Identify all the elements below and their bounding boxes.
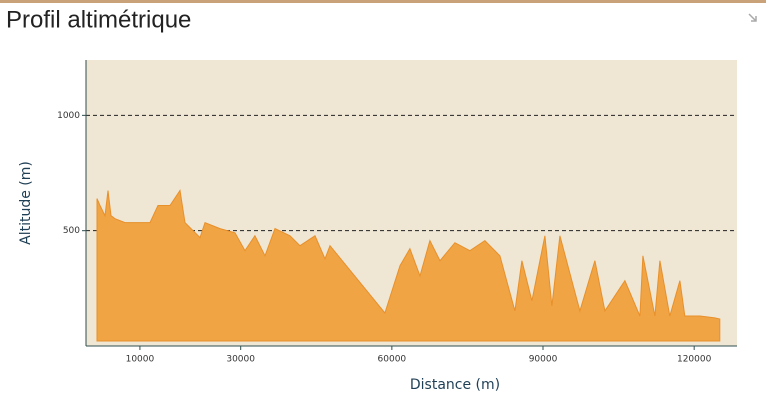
y-tick-label: 500 <box>63 226 80 236</box>
chart-title: Profil altimétrique <box>6 6 191 33</box>
elevation-area <box>96 189 721 342</box>
x-tick-label: 120000 <box>677 355 712 365</box>
y-tick-label: 1000 <box>57 111 80 121</box>
x-tick-label: 30000 <box>226 355 255 365</box>
map-strip <box>0 0 766 3</box>
x-axis-label: Distance (m) <box>410 377 500 393</box>
minimize-icon[interactable] <box>748 13 757 22</box>
x-tick-label: 90000 <box>529 355 558 365</box>
x-tick-label: 60000 <box>378 355 407 365</box>
x-tick-label: 10000 <box>126 355 155 365</box>
y-axis-label: Altitude (m) <box>18 161 34 245</box>
